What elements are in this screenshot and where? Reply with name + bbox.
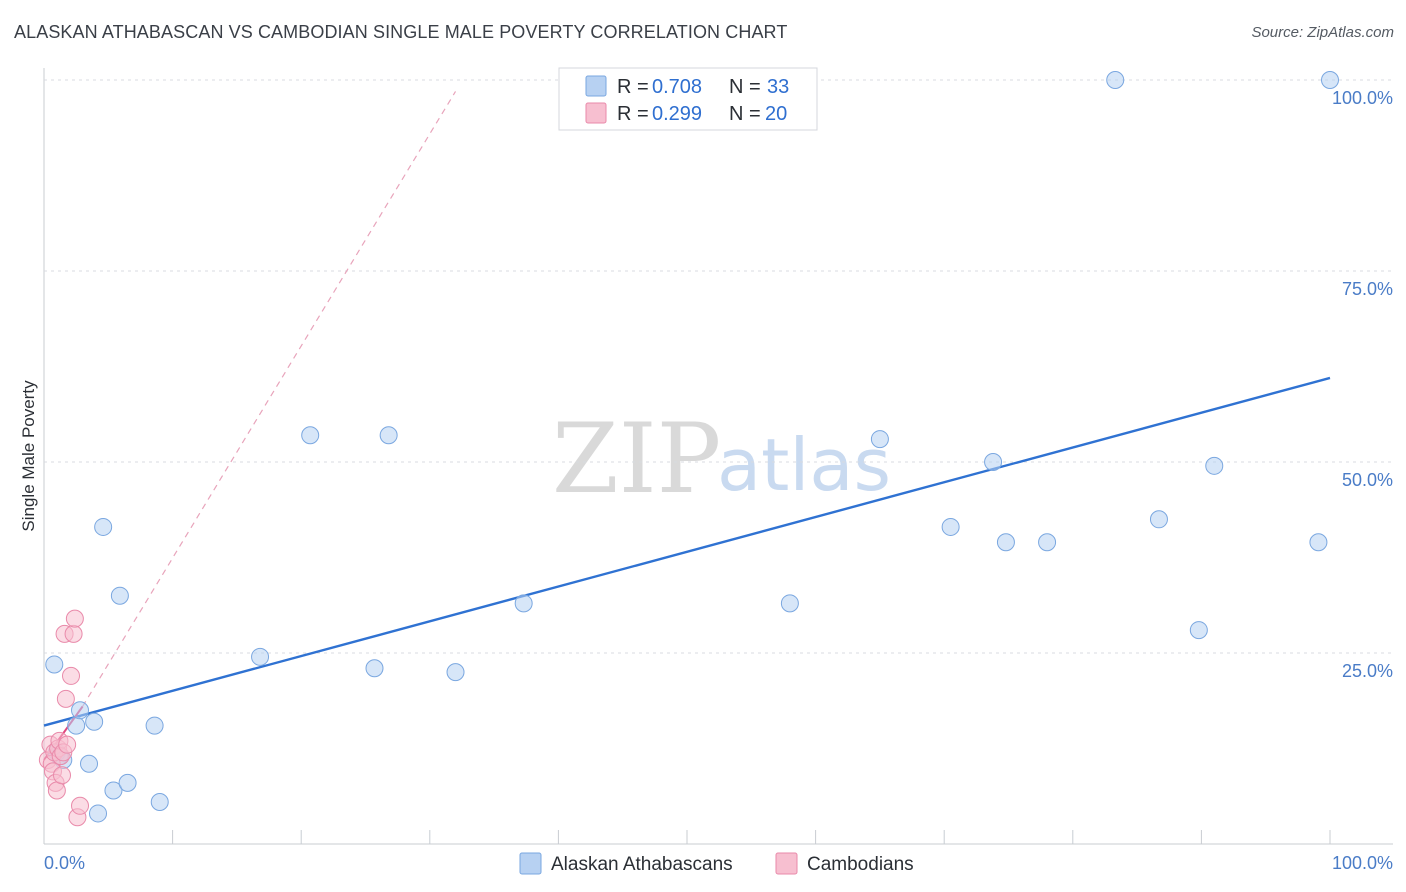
point-alaskan-athabascans-32	[1321, 71, 1339, 89]
point-cambodians-10	[53, 766, 72, 785]
point-cambodians-16	[64, 624, 83, 643]
legend-swatch-pink	[585, 102, 607, 124]
point-alaskan-athabascans-16	[301, 426, 320, 445]
point-cambodians-6	[47, 781, 66, 800]
point-alaskan-athabascans-30	[1205, 456, 1224, 475]
y-tick-labels: 25.0% 50.0% 75.0% 100.0%	[1332, 88, 1393, 681]
point-alaskan-athabascans-29	[1189, 621, 1208, 640]
point-alaskan-athabascans-8	[89, 804, 108, 823]
y-tick-label-50: 50.0%	[1342, 470, 1393, 490]
trend-line-alaskan-athabascans	[43, 376, 1331, 727]
point-alaskan-athabascans-4	[67, 716, 86, 735]
point-cambodians-14	[58, 735, 77, 754]
watermark-atlas: atlas	[717, 423, 891, 507]
watermark-zip: ZIP	[552, 403, 721, 515]
point-alaskan-athabascans-0	[45, 655, 64, 674]
legend-swatch-blue	[585, 75, 607, 97]
point-alaskan-athabascans-24	[984, 453, 1003, 471]
y-axis-label: Single Male Poverty	[19, 380, 38, 532]
trend-line-cambodians-extension	[82, 91, 457, 707]
y-tick-label-75: 75.0%	[1342, 279, 1393, 299]
legend-n-value-2: 20	[765, 103, 787, 125]
point-alaskan-athabascans-27	[1106, 71, 1125, 89]
gridlines	[44, 79, 1393, 654]
point-alaskan-athabascans-12	[118, 773, 137, 792]
point-alaskan-athabascans-18	[379, 426, 398, 445]
series-legend-label-blue: Alaskan Athabascans	[551, 854, 733, 875]
legend-n-label-1: N =	[729, 76, 761, 98]
point-alaskan-athabascans-23	[941, 517, 960, 536]
point-alaskan-athabascans-14	[150, 792, 169, 811]
y-tick-label-25: 25.0%	[1342, 661, 1393, 681]
legend-r-value-2: 0.299	[652, 103, 702, 125]
x-tick-label-max: 100.0%	[1332, 853, 1393, 873]
legend-n-label-2: N =	[729, 103, 761, 125]
point-alaskan-athabascans-26	[1038, 533, 1057, 552]
point-cambodians-17	[65, 609, 84, 628]
point-alaskan-athabascans-28	[1149, 510, 1168, 529]
series-legend-swatch-pink	[775, 852, 798, 875]
data-points	[38, 71, 1339, 827]
point-alaskan-athabascans-31	[1309, 533, 1328, 552]
point-alaskan-athabascans-11	[110, 586, 129, 605]
legend-r-label-1: R =	[617, 76, 649, 98]
point-alaskan-athabascans-5	[71, 701, 90, 720]
legend-r-label-2: R =	[617, 103, 649, 125]
point-alaskan-athabascans-7	[85, 712, 104, 731]
point-alaskan-athabascans-15	[251, 647, 270, 666]
point-alaskan-athabascans-13	[145, 716, 164, 735]
point-alaskan-athabascans-20	[514, 594, 533, 613]
y-tick-label-100: 100.0%	[1332, 88, 1393, 108]
point-cambodians-13	[56, 689, 75, 708]
point-alaskan-athabascans-21	[780, 594, 799, 613]
correlation-legend: R = 0.708 N = 33 R = 0.299 N = 20	[558, 67, 818, 131]
point-alaskan-athabascans-6	[80, 754, 99, 773]
point-cambodians-19	[71, 796, 90, 815]
x-tick-marks	[172, 830, 1331, 844]
x-tick-label-min: 0.0%	[44, 853, 85, 873]
series-legend-swatch-blue	[519, 852, 542, 875]
point-alaskan-athabascans-19	[446, 663, 465, 682]
legend-n-value-1: 33	[767, 76, 789, 98]
point-alaskan-athabascans-25	[996, 533, 1015, 552]
series-legend-label-pink: Cambodians	[807, 854, 914, 875]
series-legend: Alaskan Athabascans Cambodians	[519, 852, 914, 875]
chart-title: ALASKAN ATHABASCAN VS CAMBODIAN SINGLE M…	[14, 22, 788, 42]
point-alaskan-athabascans-10	[104, 781, 123, 800]
source-credit: Source: ZipAtlas.com	[1251, 24, 1394, 41]
point-cambodians-15	[62, 666, 81, 685]
point-alaskan-athabascans-17	[365, 659, 384, 678]
point-alaskan-athabascans-9	[94, 517, 113, 536]
legend-r-value-1: 0.708	[652, 76, 702, 98]
point-alaskan-athabascans-22	[870, 430, 889, 449]
